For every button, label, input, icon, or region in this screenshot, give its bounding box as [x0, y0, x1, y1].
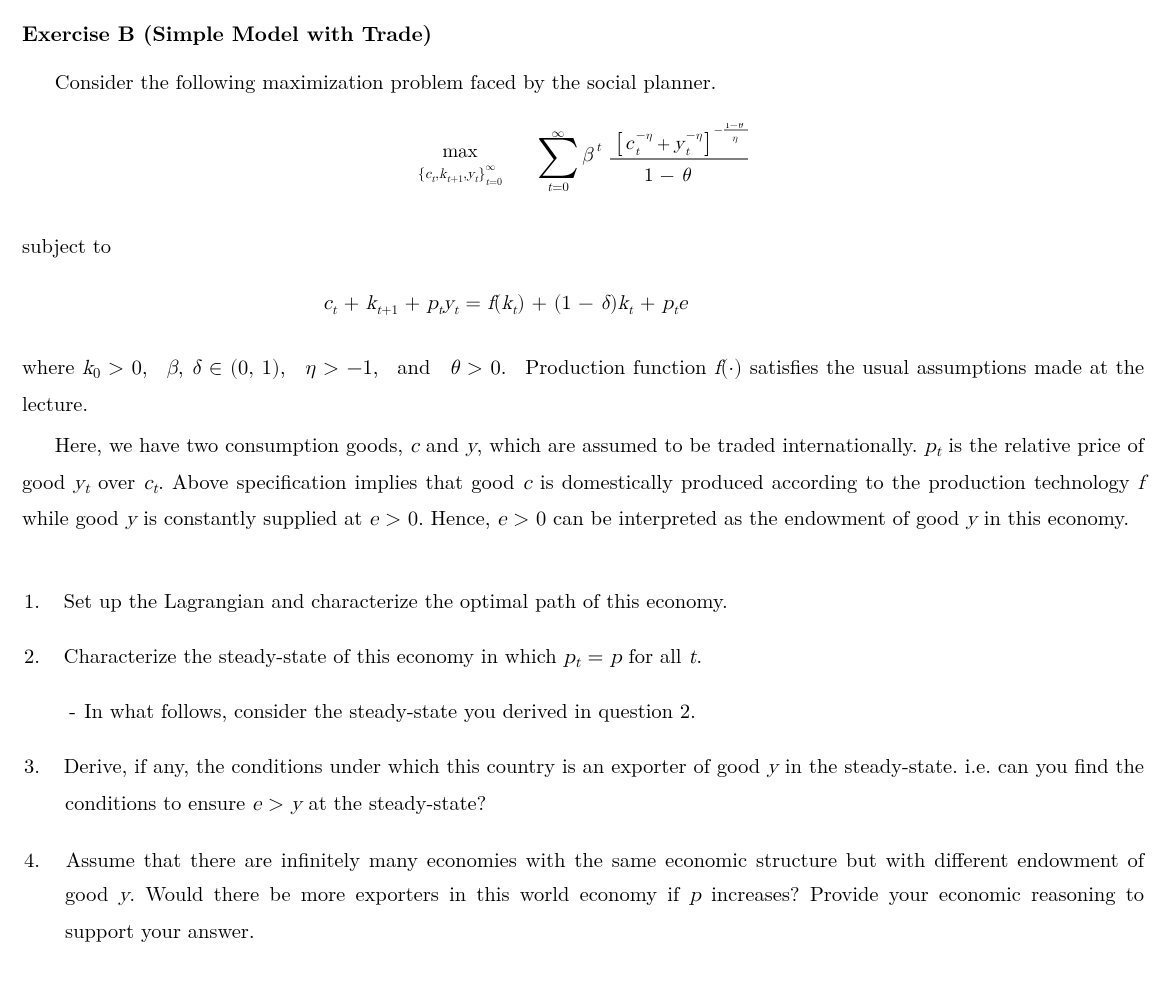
svg-text:]: ] [704, 131, 711, 156]
svg-text:+: + [657, 136, 670, 153]
question-2: Characterize the steady-state of this ec… [65, 638, 1144, 728]
svg-text:η: η [732, 133, 738, 144]
svg-text:β: β [582, 145, 594, 165]
constraint-equation: ct + kt+1 + ptyt = f(kt) + (1 − δ)kt + p… [22, 287, 1144, 331]
svg-text:−η: −η [636, 130, 652, 142]
svg-text:t: t [685, 146, 691, 158]
description-paragraph: Here, we have two consumption goods, c a… [22, 427, 1144, 538]
svg-text:t=0: t=0 [547, 181, 569, 194]
svg-text:t: t [635, 146, 641, 158]
question-4: Assume that there are infinitely many ec… [65, 842, 1144, 949]
svg-text:−η: −η [686, 130, 702, 142]
question-list: Set up the Lagrangian and characterize t… [22, 583, 1144, 948]
svg-text:c: c [625, 134, 635, 153]
svg-text:ct + kt+1 +: ct + kt+1 + ptyt = f(kt) + (1 − δ)kt + p… [323, 293, 689, 318]
question-1: Set up the Lagrangian and characterize t… [65, 583, 1144, 618]
subject-to-label: subject to [22, 228, 1144, 263]
svg-text:1 − θ: 1 − θ [644, 166, 692, 185]
svg-text:t: t [596, 141, 602, 154]
parameter-conditions: where k0 > 0, β, δ ∈ (0, 1), η > −1, and… [22, 349, 1144, 421]
svg-text:{ct,kt+1,yt}∞t=0: {ct,kt+1,yt}∞t=0 [418, 162, 502, 187]
svg-text:−: − [714, 125, 723, 136]
exercise-title: Exercise B (Simple Model with Trade) [22, 16, 1144, 52]
param-prefix: where [22, 351, 82, 380]
intro-paragraph: Consider the following maximization prob… [22, 64, 1144, 99]
svg-text:max: max [442, 142, 477, 161]
param-math: k0 > 0, β, δ ∈ (0, 1), η > −1, and θ > 0… [82, 351, 506, 380]
objective-function: max {ct,kt+1,yt}∞t=0 ∞ ∑ t=0 β t [ c −η … [22, 123, 1144, 211]
exercise-page: Exercise B (Simple Model with Trade) Con… [0, 0, 1166, 996]
spacer [22, 543, 1144, 561]
svg-text:1−θ: 1−θ [725, 123, 744, 130]
svg-text:[: [ [616, 131, 623, 156]
dash-icon: - [69, 695, 76, 724]
question-3: Derive, if any, the conditions under whi… [65, 748, 1144, 822]
subnote-after-q2: -In what follows, consider the steady-st… [69, 693, 1144, 728]
svg-text:∑: ∑ [537, 136, 579, 178]
